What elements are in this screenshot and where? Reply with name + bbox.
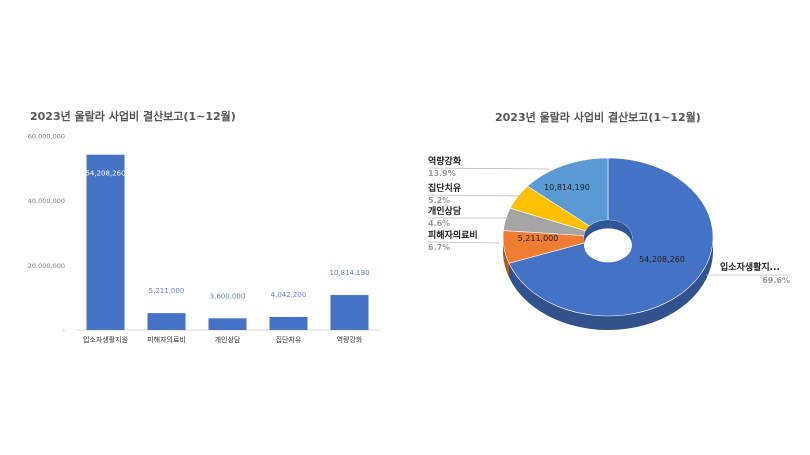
bar-data-label: 5,211,000 bbox=[149, 287, 185, 295]
donut-leader-line bbox=[427, 167, 550, 170]
donut-leader-line bbox=[427, 241, 500, 244]
donut-value-label: 5,211,000 bbox=[518, 234, 559, 243]
bar bbox=[269, 316, 308, 330]
bar-y-axis: - 20,000,000 40,000,000 60,000,000 bbox=[28, 133, 66, 335]
x-category-label: 집단치유 bbox=[276, 335, 302, 344]
bar bbox=[330, 295, 369, 330]
bar bbox=[86, 154, 125, 330]
x-category-label: 역량강화 bbox=[337, 335, 363, 344]
y-tick-label: 20,000,000 bbox=[28, 262, 65, 270]
bar-data-label: 10,814,190 bbox=[329, 269, 369, 277]
donut-category-label: 피해자의료비 bbox=[428, 229, 478, 241]
bar-data-label: 4,042,200 bbox=[271, 291, 307, 299]
donut-hole-wall bbox=[584, 220, 632, 246]
bar-data-label: 3,600,000 bbox=[210, 292, 246, 300]
bar-chart-title: 2023년 울랄라 사업비 결산보고(1~12월) bbox=[30, 109, 236, 123]
donut-percent-label: 69.6% bbox=[762, 276, 790, 285]
donut-percent-label: 5.2% bbox=[428, 196, 450, 205]
y-tick-label: 40,000,000 bbox=[28, 197, 65, 205]
donut-percent-label: 6.7% bbox=[428, 243, 450, 252]
x-category-label: 개인상담 bbox=[215, 335, 241, 344]
donut-chart-title: 2023년 울랄라 사업비 결산보고(1~12월) bbox=[495, 110, 701, 124]
donut-hole bbox=[584, 228, 632, 263]
donut-slice-side bbox=[503, 237, 509, 278]
y-tick-label: - bbox=[63, 327, 66, 335]
donut-category-label: 역량강화 bbox=[428, 155, 462, 167]
bar bbox=[208, 318, 247, 330]
bar bbox=[147, 313, 186, 330]
bar-chart: 2023년 울랄라 사업비 결산보고(1~12월) - 20,000,000 40,… bbox=[28, 109, 380, 344]
donut-chart: 2023년 울랄라 사업비 결산보고(1~12월) 54,208,260 5,21… bbox=[427, 110, 790, 330]
donut-category-label: 개인상담 bbox=[428, 205, 462, 217]
x-category-label: 입소자생활지원 bbox=[83, 335, 128, 344]
donut-labels: 54,208,260 5,211,000 10,814,190 역량강화 13.9% 집단… bbox=[427, 155, 790, 285]
donut-percent-label: 13.9% bbox=[428, 169, 456, 178]
bar-marks: 54,208,260 입소자생활지원 5,211,000 피해자의료비 3,600,00… bbox=[83, 154, 370, 344]
donut-marks bbox=[502, 157, 714, 330]
x-category-label: 피해자의료비 bbox=[147, 335, 186, 344]
donut-leader-line bbox=[427, 194, 525, 197]
donut-percent-label: 4.6% bbox=[428, 219, 450, 228]
donut-value-label: 54,208,260 bbox=[639, 255, 685, 264]
bar-data-label: 54,208,260 bbox=[85, 170, 125, 178]
donut-category-label: 입소자생활지... bbox=[720, 261, 780, 273]
donut-value-label: 10,814,190 bbox=[544, 183, 590, 192]
donut-category-label: 집단치유 bbox=[428, 182, 461, 194]
donut-slice-side bbox=[508, 237, 713, 330]
y-tick-label: 60,000,000 bbox=[28, 133, 65, 141]
